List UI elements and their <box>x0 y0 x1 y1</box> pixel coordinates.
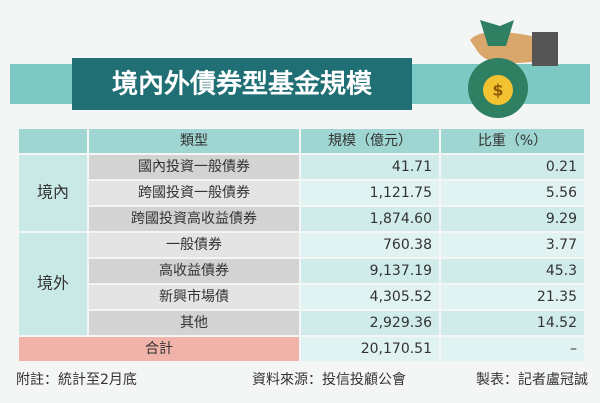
share-text: 21.35 <box>537 289 577 305</box>
value-cell <box>441 233 584 257</box>
coin <box>483 75 513 105</box>
type-cell <box>89 259 299 283</box>
group-cell <box>19 155 87 231</box>
type-cell <box>89 181 299 205</box>
bag-top <box>480 20 514 46</box>
header-text: 比重（%） <box>478 133 547 149</box>
footer-source: 資料來源：投信投顧公會 <box>252 372 406 388</box>
type-text: 高收益債券 <box>159 262 229 279</box>
total-share: – <box>570 341 577 357</box>
share-text: 0.21 <box>546 159 577 175</box>
hand <box>470 32 532 64</box>
header-cell <box>19 129 87 153</box>
total-label: 合計 <box>145 341 173 357</box>
footer-note: 附註：統計至2月底 <box>16 372 137 388</box>
value-cell <box>301 207 439 231</box>
type-cell <box>89 155 299 179</box>
size-text: 41.71 <box>392 159 432 175</box>
title-band <box>72 58 412 110</box>
size-text: 1,121.75 <box>370 185 432 201</box>
type-text: 跨國投資一般債券 <box>138 185 250 201</box>
group-label: 境內 <box>37 183 69 202</box>
value-cell <box>301 181 439 205</box>
share-text: 45.3 <box>546 263 577 279</box>
header-cell <box>441 129 584 153</box>
total-cell <box>301 337 439 361</box>
value-cell <box>301 259 439 283</box>
value-cell <box>441 155 584 179</box>
value-cell <box>441 259 584 283</box>
size-text: 2,929.36 <box>370 315 432 331</box>
type-cell <box>89 285 299 309</box>
type-text: 跨國投資高收益債券 <box>131 210 257 227</box>
sleeve <box>532 32 558 66</box>
type-text: 一般債券 <box>166 237 222 253</box>
header-cell <box>89 129 299 153</box>
total-cell <box>441 337 584 361</box>
size-text: 760.38 <box>383 237 432 253</box>
value-cell <box>441 311 584 335</box>
size-text: 9,137.19 <box>370 263 432 279</box>
title: 境內外債券型基金規模 <box>112 69 373 100</box>
type-cell <box>89 207 299 231</box>
total-cell <box>19 337 299 361</box>
type-text: 國內投資一般債券 <box>138 159 250 175</box>
share-text: 9.29 <box>546 211 577 227</box>
type-cell <box>89 233 299 257</box>
type-text: 其他 <box>180 315 208 331</box>
group-cell <box>19 233 87 335</box>
type-text: 新興市場債 <box>159 288 229 305</box>
share-text: 3.77 <box>546 237 577 253</box>
share-text: 14.52 <box>537 315 577 331</box>
value-cell <box>441 285 584 309</box>
value-cell <box>441 207 584 231</box>
header-text: 類型 <box>180 133 208 149</box>
table: 類型 規模（億元） 比重（%） 境內 國內投資一般債券 41.71 0.21 跨國投資一般債券… <box>16 129 588 388</box>
footer-maker: 製表：記者盧冠誠 <box>476 371 588 388</box>
size-text: 4,305.52 <box>370 289 432 305</box>
header-cell <box>301 129 439 153</box>
group-label: 境外 <box>37 274 69 293</box>
value-cell <box>301 311 439 335</box>
type-cell <box>89 311 299 335</box>
value-cell <box>301 155 439 179</box>
value-cell <box>301 285 439 309</box>
size-text: 1,874.60 <box>370 211 432 227</box>
value-cell <box>441 181 584 205</box>
value-cell <box>301 233 439 257</box>
coin-symbol: $ <box>492 81 503 100</box>
total-size: 20,170.51 <box>361 341 432 357</box>
header-text: 規模（億元） <box>328 133 412 149</box>
share-text: 5.56 <box>546 185 577 201</box>
money-bag-icon: $ <box>468 20 558 118</box>
